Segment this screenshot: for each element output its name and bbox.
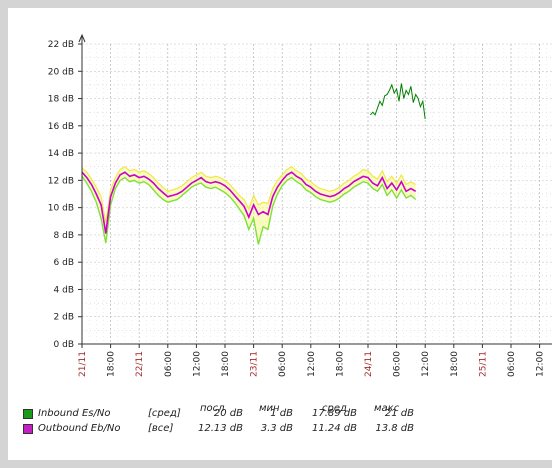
y-tick-label: 14 dB — [48, 149, 74, 159]
legend-max-inbound: 21 dB — [384, 408, 414, 419]
y-tick-label: 2 dB — [54, 313, 74, 323]
y-tick-labels: 0 dB 2 dB 4 dB 6 dB 8 dB 10 dB 12 dB 14 dB 16 dB… — [48, 40, 74, 350]
y-tick-label: 0 dB — [54, 340, 74, 350]
inbound-line — [370, 83, 426, 120]
x-tick-label-date: 22/11 — [135, 351, 145, 377]
x-tick-label-time: 18:00 — [450, 351, 460, 377]
legend-row-outbound[interactable]: Outbound Eb/No [все] 12.13 dB 3.3 dB 11.… — [23, 423, 423, 435]
chart-panel: 0 dB 2 dB 4 dB 6 dB 8 dB 10 dB 12 dB 14 dB 16 dB… — [8, 8, 552, 460]
outbound-avg-line — [81, 171, 417, 234]
y-tick-label: 16 dB — [48, 122, 74, 132]
x-tick-label-date: 21/11 — [78, 351, 88, 377]
x-tick-label-time: 06:00 — [164, 351, 174, 377]
legend-label-inbound: Inbound Es/No — [38, 408, 111, 419]
y-tick-label: 8 dB — [54, 231, 74, 241]
legend-header-min: мин — [259, 403, 280, 414]
legend-last-outbound: 12.13 dB — [197, 423, 243, 434]
y-tick-label: 22 dB — [48, 40, 74, 50]
legend-avg-outbound: 11.24 dB — [311, 423, 357, 434]
legend-header-last: посл — [200, 403, 225, 414]
x-tick-label-time: 06:00 — [393, 351, 403, 377]
legend-header-max: макс — [374, 403, 400, 414]
y-tick-label: 12 dB — [48, 176, 74, 186]
x-tick-label-time: 12:00 — [421, 351, 431, 377]
outbound-max-line — [81, 165, 417, 223]
legend-header-avg: сред — [322, 403, 347, 414]
legend-row-inbound[interactable]: Inbound Es/No [сред] 20 dB 1 dB 17.89 dB… — [23, 408, 423, 420]
legend-func-outbound: [все] — [148, 423, 174, 434]
x-tick-label-time: 18:00 — [335, 351, 345, 377]
legend-min-outbound: 3.3 dB — [260, 423, 293, 434]
x-tick-label-time: 12:00 — [536, 351, 546, 377]
grid — [82, 43, 552, 344]
y-tick-label: 6 dB — [54, 258, 74, 268]
x-tick-label-date: 24/11 — [364, 351, 374, 377]
y-axis-arrow — [78, 33, 86, 43]
legend-swatch-inbound — [23, 409, 33, 419]
x-tick-label-date: 25/11 — [478, 351, 488, 377]
y-tick-label: 18 dB — [48, 95, 74, 105]
legend-max-outbound: 13.8 dB — [375, 423, 414, 434]
y-tick-label: 10 dB — [48, 204, 74, 214]
y-tick-label: 4 dB — [54, 285, 74, 295]
x-tick-label-time: 06:00 — [278, 351, 288, 377]
x-tick-label-time: 18:00 — [221, 351, 231, 377]
x-tick-label-time: 12:00 — [192, 351, 202, 377]
legend-label-outbound: Outbound Eb/No — [38, 423, 121, 434]
axes — [78, 33, 552, 348]
legend-min-inbound: 1 dB — [270, 408, 293, 419]
series-layer — [81, 83, 426, 245]
x-tick-labels: 21/11 18:00 22/11 06:00 12:00 18:00 23/11 06:00… — [78, 351, 546, 377]
outbound-min-line — [81, 175, 417, 245]
legend-func-inbound: [сред] — [148, 408, 181, 419]
x-tick-label-date: 23/11 — [250, 351, 260, 377]
x-tick-label-time: 06:00 — [507, 351, 517, 377]
y-tick-label: 20 dB — [48, 67, 74, 77]
legend-swatch-outbound — [23, 424, 33, 434]
chart-plot: 0 dB 2 dB 4 dB 6 dB 8 dB 10 dB 12 dB 14 dB 16 dB… — [48, 33, 552, 377]
x-tick-label-time: 12:00 — [307, 351, 317, 377]
legend-avg-inbound: 17.89 dB — [311, 408, 357, 419]
legend-last-inbound: 20 dB — [213, 408, 243, 419]
x-tick-label-time: 18:00 — [107, 351, 117, 377]
